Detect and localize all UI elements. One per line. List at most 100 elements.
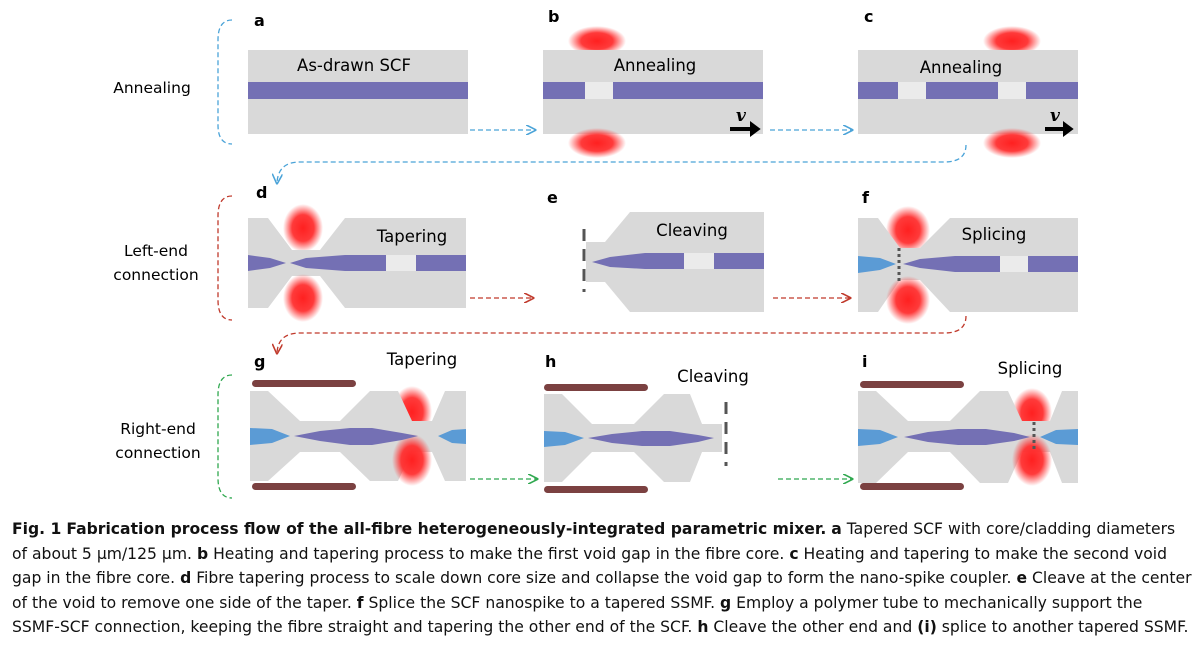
- polymer-tube-top: [544, 384, 648, 391]
- caption-key-g: g: [720, 593, 732, 612]
- scf-core: [926, 82, 998, 99]
- scf-core: [543, 82, 585, 99]
- caption-key-f: f: [356, 593, 364, 612]
- heater-bottom: [568, 128, 626, 158]
- panel-b: b Annealing v: [543, 7, 763, 158]
- panel-title-f: Splicing: [962, 225, 1027, 244]
- caption-text-e: Cleave at the center of the void to remo…: [12, 569, 1192, 612]
- polymer-tube-top: [252, 380, 356, 387]
- fabrication-process-diagram: Annealing Left-end connection Right-end …: [113, 7, 1078, 499]
- caption-text-h: Cleave the other end and: [708, 618, 918, 637]
- panel-title-a: As-drawn SCF: [297, 56, 411, 75]
- scf-core: [248, 82, 468, 99]
- left-end-brace: [217, 195, 233, 321]
- ssmf-core-left: [544, 431, 584, 447]
- polymer-tube-bottom: [544, 486, 648, 493]
- panel-letter-i: i: [862, 352, 867, 371]
- heater-bottom: [886, 276, 930, 324]
- scf-core: [1026, 82, 1078, 99]
- panel-letter-g: g: [254, 352, 265, 371]
- ssmf-core-left: [858, 429, 898, 446]
- void-gap: [1000, 256, 1028, 272]
- void-gap: [386, 255, 416, 271]
- void-gap: [998, 82, 1026, 99]
- caption-text-i: splice to another tapered SSMF.: [936, 618, 1189, 637]
- heater-top: [283, 204, 323, 252]
- caption-fig-label: Fig. 1: [12, 520, 62, 538]
- ssmf-core-left: [250, 428, 290, 445]
- flow-arrow-f-g: [277, 315, 967, 353]
- caption-text-f: Splice the SCF nanospike to a tapered SS…: [363, 593, 721, 612]
- scf-core: [1028, 256, 1078, 272]
- caption-key-i: (i): [917, 618, 937, 637]
- heater-bottom: [1012, 434, 1052, 486]
- panel-letter-h: h: [545, 352, 556, 371]
- polymer-tube-bottom: [252, 483, 356, 490]
- ssmf-core-right: [438, 429, 466, 444]
- scf-core-spike-left: [248, 255, 286, 271]
- ssmf-core-right: [1040, 429, 1078, 445]
- caption-key-d: d: [180, 569, 192, 588]
- caption-key-b: b: [196, 544, 209, 563]
- panel-letter-a: a: [254, 11, 265, 30]
- panel-f: f Splicing: [858, 188, 1078, 324]
- heater-bottom: [392, 434, 432, 486]
- caption-key-c: c: [789, 544, 799, 563]
- flow-arrow-c-d: [277, 144, 967, 183]
- row-right-end: Right-end connection: [115, 374, 233, 499]
- heater-bottom: [283, 274, 323, 322]
- heater-top: [983, 26, 1041, 56]
- panel-e: e Cleaving: [547, 188, 764, 312]
- caption-fig-title: Fabrication process flow of the all-fibr…: [66, 520, 827, 538]
- heater-top: [568, 26, 626, 56]
- row-label-left-end-1: Left-end: [124, 242, 188, 260]
- scf-core-spike: [903, 256, 1000, 272]
- caption-text-a: Tapered SCF with core/cladding diameters…: [12, 520, 1176, 563]
- panel-c: c Annealing v: [858, 7, 1078, 158]
- scf-core: [858, 82, 898, 99]
- right-end-brace: [217, 374, 233, 499]
- panel-letter-e: e: [547, 188, 558, 207]
- panel-title-d: Tapering: [376, 227, 447, 246]
- heater-top: [886, 206, 930, 254]
- velocity-arrow: [730, 121, 761, 137]
- ssmf-core-spike: [858, 256, 896, 273]
- velocity-symbol: v: [736, 106, 747, 126]
- panel-title-h: Cleaving: [677, 367, 749, 386]
- caption-key-h: h: [697, 618, 709, 637]
- panel-letter-f: f: [862, 188, 870, 207]
- panel-title-e: Cleaving: [656, 221, 728, 240]
- scf-core-taper: [294, 428, 418, 445]
- scf-core: [714, 253, 764, 269]
- panel-title-c: Annealing: [920, 58, 1003, 77]
- void-gap: [585, 82, 613, 99]
- caption-text-d: Fibre tapering process to scale down cor…: [191, 569, 1017, 588]
- row-label-right-end-2: connection: [115, 444, 200, 462]
- velocity-arrow: [1045, 121, 1074, 137]
- panel-letter-c: c: [864, 7, 873, 26]
- caption-key-a: a: [831, 520, 842, 538]
- scf-core: [416, 255, 466, 271]
- panel-i: i Splicing: [858, 352, 1078, 490]
- panel-h: h Cleaving: [544, 352, 749, 493]
- caption-text-g: Employ a polymer tube to mechanically su…: [12, 593, 1143, 637]
- row-label-left-end-2: connection: [113, 266, 198, 284]
- panel-letter-b: b: [548, 7, 559, 26]
- scf-core-spike-right: [290, 255, 386, 271]
- row-left-end: Left-end connection: [113, 195, 233, 321]
- panel-a: a As-drawn SCF: [248, 11, 468, 134]
- void-gap: [898, 82, 926, 99]
- annealing-brace: [217, 19, 233, 145]
- row-label-annealing: Annealing: [113, 79, 191, 97]
- void-gap: [684, 253, 714, 269]
- velocity-symbol: v: [1050, 106, 1061, 126]
- row-label-right-end-1: Right-end: [120, 420, 196, 438]
- polymer-tube-bottom: [860, 483, 964, 490]
- caption-text-c: Heating and tapering to make the second …: [12, 544, 1168, 588]
- panel-d: d Tapering: [248, 183, 466, 322]
- heater-bottom: [983, 128, 1041, 158]
- scf-core: [613, 82, 763, 99]
- panel-title-b: Annealing: [614, 56, 697, 75]
- caption-text-b: Heating and tapering process to make the…: [208, 544, 790, 563]
- figure-caption: Fig. 1 Fabrication process flow of the a…: [12, 517, 1192, 640]
